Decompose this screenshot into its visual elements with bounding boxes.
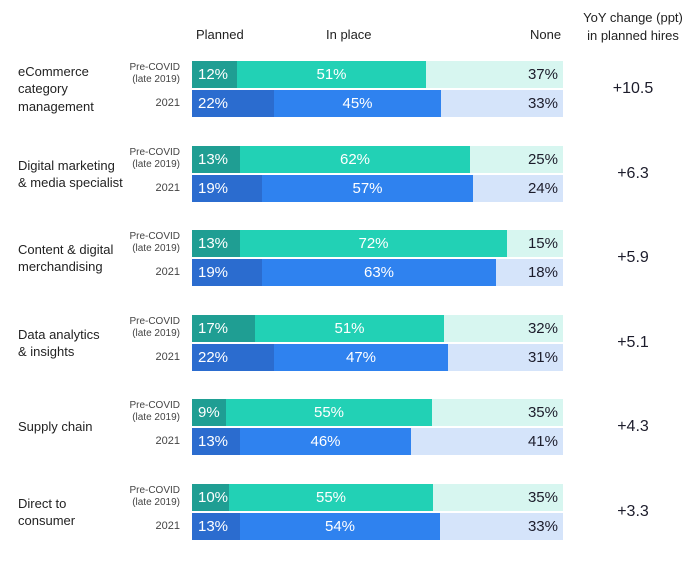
bar-segment-planned: 17% [192,315,255,342]
legend-none: None [530,27,562,42]
bar-segment-none: 31% [448,344,563,371]
yoy-change-value: +6.3 [617,165,649,182]
category-label-line: & insights [18,344,75,359]
category-label-line: Content & digital [18,241,114,257]
bar-segment-planned: 13% [192,230,240,257]
period-label-2021: 2021 [155,435,180,447]
bar-segment-inplace: 46% [240,428,411,455]
period-label-line: Pre-COVID [129,316,180,327]
bar-segment-inplace: 47% [274,344,448,371]
period-label-line: Pre-COVID [129,400,180,411]
period-label-line: Pre-COVID [129,62,180,73]
bar-segment-inplace: 57% [262,175,473,202]
period-label-pre-covid: Pre-COVID (late 2019) [129,231,180,255]
period-label-pre-covid: Pre-COVID (late 2019) [129,485,180,509]
bar-segment-planned: 9% [192,399,226,426]
period-label-2021: 2021 [155,266,180,278]
yoy-header: YoY change (ppt) in planned hires [572,9,694,45]
bar-segment-inplace: 51% [237,61,426,88]
period-label-pre-covid: Pre-COVID (late 2019) [129,316,180,340]
bar-segment-planned: 19% [192,175,262,202]
bar-segment-none: 33% [440,513,563,540]
period-label-line: (late 2019) [132,497,180,508]
bar-segment-none: 25% [470,146,563,173]
period-label-line: (late 2019) [132,159,180,170]
bar-segment-planned: 22% [192,90,274,117]
period-label-line: Pre-COVID [129,147,180,158]
bar-segment-inplace: 55% [229,484,433,511]
category-label-line: Digital marketing [18,157,115,173]
yoy-header-line-1: YoY change (ppt) [583,10,683,25]
bar-segment-none: 32% [444,315,563,342]
period-label-line: (late 2019) [132,74,180,85]
bar-segment-inplace: 62% [240,146,470,173]
category-label-line: Data analytics [18,326,100,342]
legend-planned: Planned [196,27,244,42]
period-label-line: Pre-COVID [129,485,180,496]
period-label-line: (late 2019) [132,243,180,254]
period-label-pre-covid: Pre-COVID (late 2019) [129,147,180,171]
period-label-2021: 2021 [155,97,180,109]
period-label-pre-covid: Pre-COVID (late 2019) [129,62,180,86]
category-label-line: eCommerce [18,63,89,79]
category-label: Supply chain [18,418,133,436]
bar-segment-none: 15% [507,230,563,257]
bar-segment-planned: 22% [192,344,274,371]
period-label-pre-covid: Pre-COVID (late 2019) [129,400,180,424]
bar-segment-inplace: 51% [255,315,444,342]
category-label-line: merchandising [18,259,103,274]
yoy-change-value: +5.1 [617,334,649,351]
category-label: eCommerce category management [18,63,133,116]
period-label-line: (late 2019) [132,328,180,339]
category-label: Direct to consumer [18,495,133,530]
bar-segment-none: 37% [426,61,563,88]
bar-segment-inplace: 55% [226,399,432,426]
yoy-header-line-2: in planned hires [587,28,679,43]
bar-segment-inplace: 63% [262,259,496,286]
yoy-change-value: +4.3 [617,418,649,435]
bar-segment-planned: 13% [192,513,240,540]
bar-segment-inplace: 54% [240,513,440,540]
bar-segment-planned: 13% [192,428,240,455]
bar-segment-none: 35% [432,399,563,426]
bar-segment-none: 24% [473,175,563,202]
category-label-line: Direct to [18,495,67,511]
category-label: Content & digital merchandising [18,241,133,276]
category-label: Data analytics & insights [18,326,133,361]
bar-segment-planned: 13% [192,146,240,173]
category-label-line: management [18,98,94,114]
bar-segment-planned: 10% [192,484,229,511]
yoy-change-value: +10.5 [612,80,654,97]
bar-segment-none: 33% [441,90,563,117]
category-label-line: category [18,81,68,97]
category-label-line: Supply chain [18,419,93,435]
period-label-line: (late 2019) [132,412,180,423]
category-label-line: consumer [18,513,76,528]
bar-segment-planned: 12% [192,61,237,88]
period-label-line: Pre-COVID [129,231,180,242]
bar-segment-planned: 19% [192,259,262,286]
bar-segment-inplace: 72% [240,230,507,257]
category-label-line: & media specialist [18,175,123,190]
legend-in-place: In place [326,27,372,42]
period-label-2021: 2021 [155,182,180,194]
bar-segment-none: 18% [496,259,563,286]
category-label: Digital marketing & media specialist [18,157,133,192]
yoy-change-value: +3.3 [617,503,649,520]
period-label-2021: 2021 [155,520,180,532]
yoy-change-value: +5.9 [617,249,649,266]
bar-segment-none: 35% [433,484,563,511]
period-label-2021: 2021 [155,351,180,363]
bar-segment-inplace: 45% [274,90,441,117]
bar-segment-none: 41% [411,428,563,455]
